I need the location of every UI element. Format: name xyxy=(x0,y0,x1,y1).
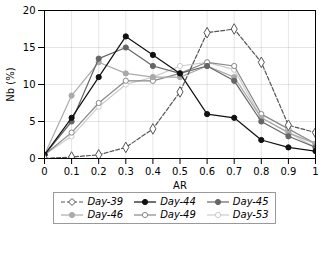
html-text:Day-49: Day-49 xyxy=(160,209,196,220)
html-text:Day-44: Day-44 xyxy=(160,196,196,207)
svg-text:15: 15 xyxy=(23,42,36,53)
html-text:Day-46: Day-46 xyxy=(87,209,124,220)
html-text:Day-39: Day-39 xyxy=(87,196,124,207)
svg-text:0.3: 0.3 xyxy=(118,166,134,177)
svg-text:0: 0 xyxy=(29,153,35,164)
svg-text:0.1: 0.1 xyxy=(64,166,80,177)
svg-text:AR: AR xyxy=(173,180,187,191)
svg-text:1: 1 xyxy=(312,166,318,177)
svg-text:5: 5 xyxy=(29,116,35,127)
svg-text:0.6: 0.6 xyxy=(199,166,215,177)
html-text:Day-53: Day-53 xyxy=(232,209,269,220)
svg-text:10: 10 xyxy=(23,79,36,90)
svg-text:0.8: 0.8 xyxy=(253,166,269,177)
html-text:Day-45: Day-45 xyxy=(232,196,269,207)
svg-text:0.2: 0.2 xyxy=(91,166,107,177)
svg-text:0.4: 0.4 xyxy=(145,166,161,177)
svg-text:Nb (%): Nb (%) xyxy=(5,67,16,101)
svg-text:20: 20 xyxy=(23,5,36,16)
svg-text:0.9: 0.9 xyxy=(280,166,296,177)
svg-text:0: 0 xyxy=(41,166,47,177)
svg-text:0.7: 0.7 xyxy=(226,166,242,177)
svg-text:0.5: 0.5 xyxy=(172,166,188,177)
